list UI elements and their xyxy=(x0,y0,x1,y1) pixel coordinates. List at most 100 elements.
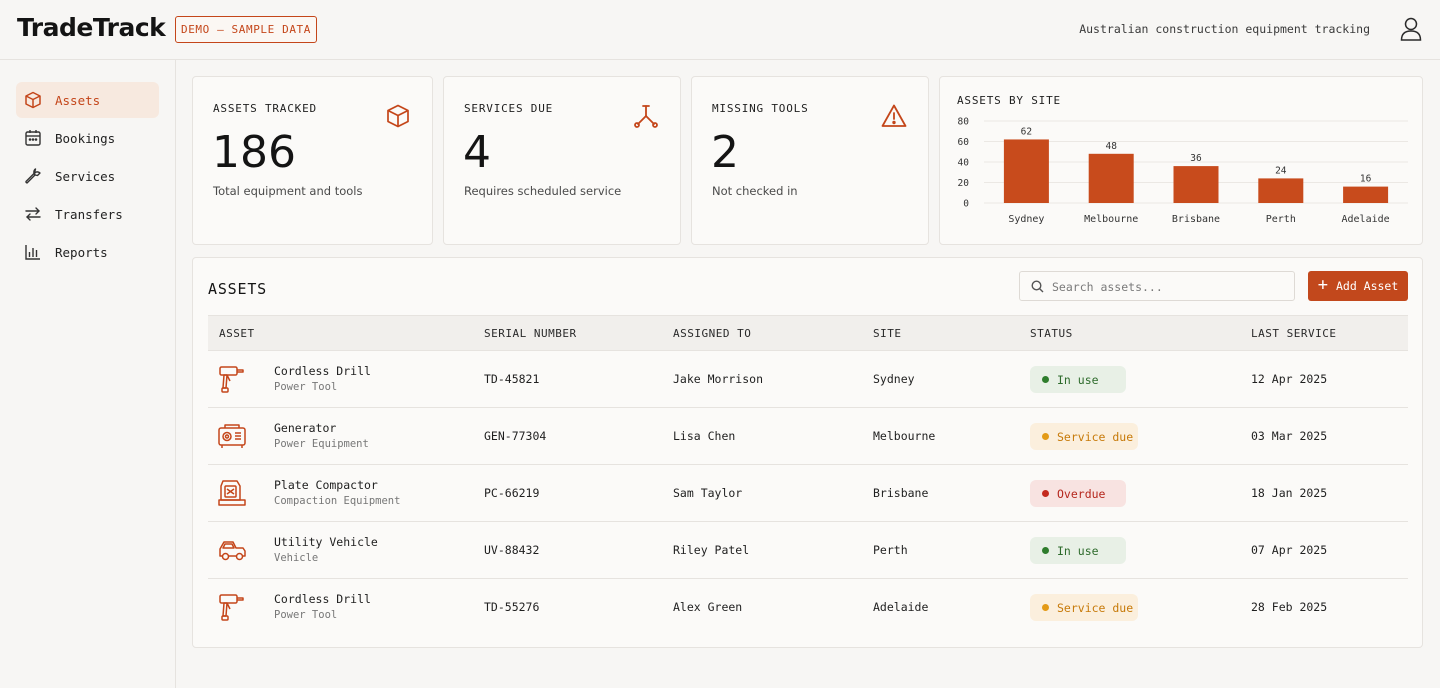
table-body: Cordless Drill Power Tool TD-45821 Jake … xyxy=(193,351,1424,641)
app-logo[interactable]: TradeTrack xyxy=(17,13,166,42)
stat-card-assets-tracked: ASSETS TRACKED 186 Total equipment and t… xyxy=(192,76,433,245)
sidebar-item-label: Reports xyxy=(55,244,108,260)
last-service: 28 Feb 2025 xyxy=(1251,600,1328,614)
last-service: 07 Apr 2025 xyxy=(1251,543,1328,557)
sidebar-item-services[interactable]: Services xyxy=(16,158,159,194)
status-dot xyxy=(1042,433,1049,440)
sidebar-item-assets[interactable]: Assets xyxy=(16,82,159,118)
column-header-site[interactable]: SITE xyxy=(873,327,902,340)
status-badge: Service due xyxy=(1030,594,1138,621)
table-row[interactable]: Cordless Drill Power Tool TD-45821 Jake … xyxy=(208,351,1408,408)
box-icon xyxy=(24,91,42,109)
assigned-to: Sam Taylor xyxy=(673,486,743,500)
table-header: ASSET SERIAL NUMBER ASSIGNED TO SITE STA… xyxy=(208,315,1408,351)
x-tick-label: Melbourne xyxy=(1084,214,1138,225)
column-header-last-service[interactable]: LAST SERVICE xyxy=(1251,327,1337,340)
column-header-serial[interactable]: SERIAL NUMBER xyxy=(484,327,577,340)
column-header-assigned[interactable]: ASSIGNED TO xyxy=(673,327,752,340)
site: Perth xyxy=(873,543,908,557)
add-asset-label: Add Asset xyxy=(1335,279,1399,293)
asset-name: Plate Compactor xyxy=(274,478,378,492)
bar-value-label: 36 xyxy=(1190,153,1202,164)
stat-card-services-due: SERVICES DUE 4 Requires scheduled servic… xyxy=(443,76,681,245)
site: Sydney xyxy=(873,372,915,386)
card-title: SERVICES DUE xyxy=(464,102,554,115)
sidebar-item-transfers[interactable]: Transfers xyxy=(16,196,159,232)
chart-title: ASSETS BY SITE xyxy=(957,94,1061,107)
asset-type: Power Tool xyxy=(274,381,338,393)
asset-name: Utility Vehicle xyxy=(274,535,378,549)
y-tick-label: 80 xyxy=(958,117,970,128)
column-header-status[interactable]: STATUS xyxy=(1030,327,1073,340)
app-tagline: Australian construction equipment tracki… xyxy=(1079,22,1370,36)
site: Adelaide xyxy=(873,600,929,614)
asset-name: Cordless Drill xyxy=(274,364,371,378)
plus-icon: + xyxy=(1317,274,1328,295)
table-row[interactable]: Utility Vehicle Vehicle UV-88432 Riley P… xyxy=(208,522,1408,579)
y-tick-label: 20 xyxy=(958,178,970,189)
assets-by-site-chart: ASSETS BY SITE 0 20 40 60 80 62 Sydney 48 Melbou… xyxy=(939,76,1423,245)
x-tick-label: Perth xyxy=(1266,214,1296,225)
warning-icon xyxy=(881,104,907,127)
bar xyxy=(1343,186,1389,203)
card-subtitle: Not checked in xyxy=(712,184,798,198)
status-label: In use xyxy=(1057,543,1099,558)
panel-title: ASSETS xyxy=(208,280,267,298)
sidebar-item-bookings[interactable]: Bookings xyxy=(16,120,159,156)
x-tick-label: Brisbane xyxy=(1172,214,1220,225)
sidebar-item-label: Transfers xyxy=(55,206,123,222)
vehicle-icon xyxy=(219,541,246,561)
card-value: 4 xyxy=(463,127,491,178)
assigned-to: Riley Patel xyxy=(673,543,750,557)
status-label: Overdue xyxy=(1057,486,1106,501)
serial-number: UV-88432 xyxy=(484,543,540,557)
bar-chart: 0 20 40 60 80 62 Sydney 48 Melbourne 36 Brisbane 24… xyxy=(958,117,1408,225)
table-row[interactable]: Generator Power Equipment GEN-77304 Lisa… xyxy=(208,408,1408,465)
asset-type: Power Equipment xyxy=(274,438,369,450)
serial-number: TD-55276 xyxy=(484,600,540,614)
sidebar-item-label: Assets xyxy=(55,92,101,108)
sidebar-item-reports[interactable]: Reports xyxy=(16,234,159,270)
serial-number: TD-45821 xyxy=(484,372,540,386)
column-header-asset[interactable]: ASSET xyxy=(219,327,255,340)
asset-type: Compaction Equipment xyxy=(274,495,401,507)
search-icon xyxy=(1031,280,1044,293)
demo-badge: DEMO — SAMPLE DATA xyxy=(175,16,317,43)
top-bar: TradeTrack DEMO — SAMPLE DATA Australian… xyxy=(0,0,1440,60)
card-subtitle: Total equipment and tools xyxy=(213,184,363,198)
card-title: ASSETS TRACKED xyxy=(213,102,317,115)
search-input[interactable] xyxy=(1052,276,1288,297)
search-box[interactable] xyxy=(1019,271,1295,301)
drill-icon xyxy=(219,594,244,621)
user-icon[interactable] xyxy=(1400,17,1422,41)
compactor-icon xyxy=(218,480,246,506)
asset-name: Generator xyxy=(274,421,337,435)
sidebar: Assets Bookings Services Transfers xyxy=(0,60,176,688)
y-tick-label: 0 xyxy=(963,199,969,210)
box-icon xyxy=(387,104,409,128)
asset-type: Vehicle xyxy=(274,552,319,564)
bar xyxy=(1173,166,1219,203)
status-label: In use xyxy=(1057,372,1099,387)
status-dot xyxy=(1042,376,1049,383)
add-asset-button[interactable]: + Add Asset xyxy=(1308,271,1408,301)
bar xyxy=(1003,139,1049,203)
x-tick-label: Sydney xyxy=(1008,214,1044,225)
last-service: 03 Mar 2025 xyxy=(1251,429,1328,443)
table-row[interactable]: Plate Compactor Compaction Equipment PC-… xyxy=(208,465,1408,522)
card-value: 2 xyxy=(711,127,739,178)
asset-name: Cordless Drill xyxy=(274,592,371,606)
sidebar-item-label: Services xyxy=(55,168,116,184)
status-label: Service due xyxy=(1057,600,1134,615)
assigned-to: Jake Morrison xyxy=(673,372,764,386)
bar-value-label: 24 xyxy=(1275,165,1287,176)
transfer-arrows-icon xyxy=(24,205,42,223)
last-service: 12 Apr 2025 xyxy=(1251,372,1328,386)
stat-card-missing-tools: MISSING TOOLS 2 Not checked in xyxy=(691,76,929,245)
bar-value-label: 16 xyxy=(1360,174,1372,185)
table-row[interactable]: Cordless Drill Power Tool TD-55276 Alex … xyxy=(208,579,1408,636)
x-tick-label: Adelaide xyxy=(1342,214,1390,225)
wrench-icon xyxy=(24,167,42,185)
wrench-tool-icon xyxy=(634,105,658,128)
status-badge: Service due xyxy=(1030,423,1138,450)
